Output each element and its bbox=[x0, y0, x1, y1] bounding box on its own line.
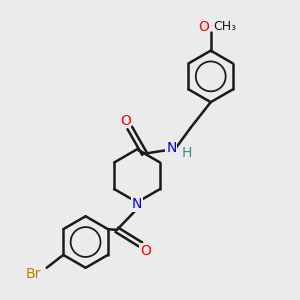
Text: O: O bbox=[120, 114, 131, 128]
Text: O: O bbox=[199, 20, 209, 34]
Text: N: N bbox=[132, 197, 142, 211]
Text: N: N bbox=[166, 141, 176, 155]
Text: O: O bbox=[140, 244, 151, 258]
Text: Br: Br bbox=[26, 267, 41, 281]
Text: H: H bbox=[182, 146, 192, 160]
Text: CH₃: CH₃ bbox=[213, 20, 236, 33]
